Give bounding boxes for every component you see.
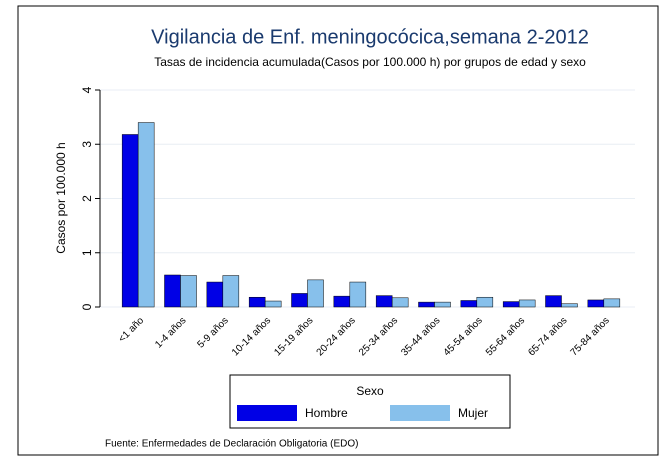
bar [545,295,562,308]
bar [349,281,367,308]
bar [518,299,536,308]
chart-subtitle: Tasas de incidencia acumulada(Casos por … [154,55,586,69]
bar [391,297,409,308]
bar [307,279,324,308]
y-tick-label: 1 [80,249,94,256]
legend-title: Sexo [356,384,384,398]
y-tick-label: 2 [80,195,94,202]
bar [476,296,494,308]
bar [587,299,605,308]
bar [137,122,155,308]
y-tick-label: 0 [80,303,94,310]
legend-label: Mujer [458,406,488,420]
bar [333,295,351,308]
bar [561,303,578,308]
legend-swatch [390,405,450,421]
legend-swatch [237,405,297,421]
bar [460,300,478,308]
y-tick-label: 4 [80,86,94,93]
bar [164,274,181,308]
bar [418,301,435,308]
bar [603,298,621,308]
bar [222,275,240,308]
bar [291,293,308,308]
source-note: Fuente: Enfermedades de Declaración Obli… [105,439,358,450]
bar [502,301,520,308]
chart-title: Vigilancia de Enf. meningocócica,semana … [151,26,589,48]
bar [248,296,266,308]
bar [264,300,282,308]
bar [180,275,197,308]
y-tick-label: 3 [80,141,94,148]
bar [375,295,393,308]
bar [121,134,139,308]
bar [434,301,451,308]
bar [206,281,224,308]
legend-label: Hombre [305,406,348,420]
y-axis-title: Casos por 100.000 h [54,142,68,253]
